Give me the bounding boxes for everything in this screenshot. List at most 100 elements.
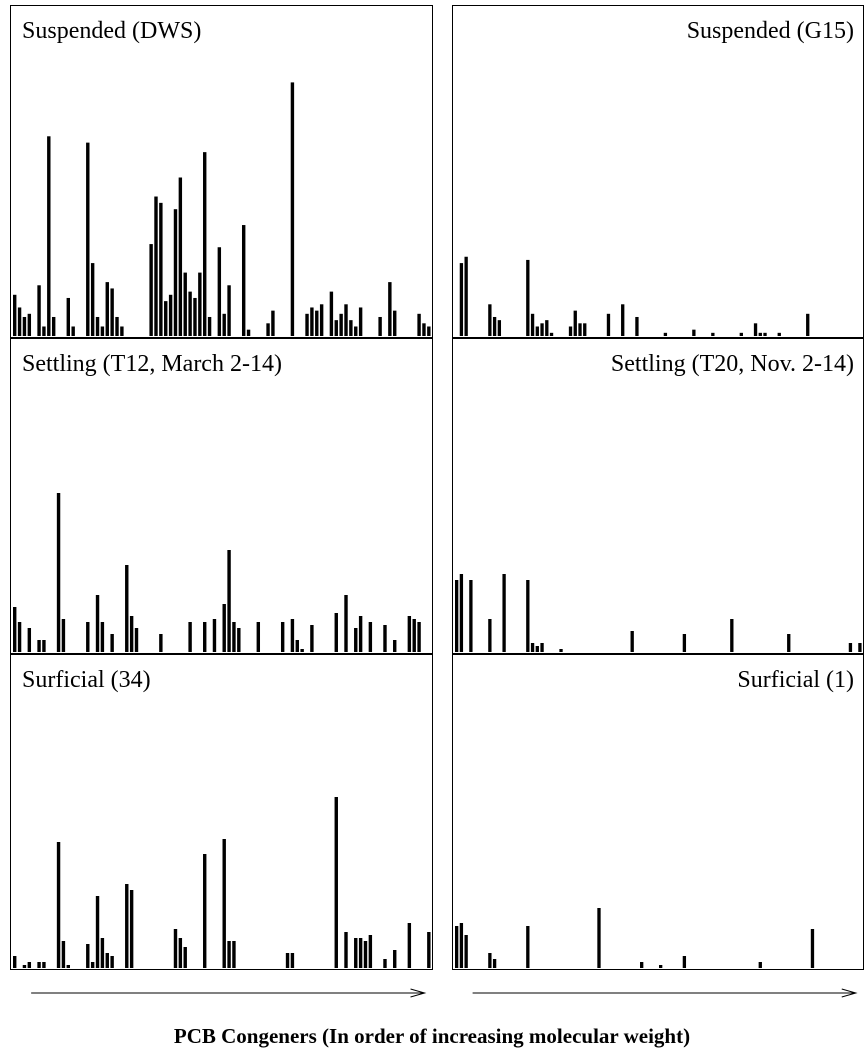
bar [682,956,687,968]
bar [606,313,611,336]
panel-title: Surficial (34) [22,667,151,693]
bar [198,272,202,336]
bar [739,332,743,336]
bar [154,196,158,336]
bar [417,622,421,652]
bar [526,926,530,968]
bar [354,326,358,336]
bar [640,962,644,968]
bar [630,631,634,652]
panel-frame [452,338,864,654]
bar [412,619,416,652]
bar [682,634,687,652]
bar [526,580,530,652]
bar [427,326,431,336]
bar [295,640,299,652]
bar [285,953,290,968]
bar [315,310,319,336]
bar [66,965,70,968]
bar [164,301,168,336]
bar [134,628,139,652]
bar [344,932,348,968]
bar [568,326,573,336]
bar [806,313,810,336]
bar [459,574,464,652]
bar [422,323,426,336]
bar [66,297,70,336]
bar [168,294,173,336]
bar [217,247,222,336]
bar [305,313,309,336]
bar [86,944,90,968]
bar [203,854,207,968]
bar [241,225,246,336]
bar [358,938,363,968]
bar [368,622,373,652]
bar [358,307,363,336]
bar [526,259,530,336]
bar [90,962,95,968]
bar [535,646,539,652]
bar [758,332,762,336]
bar [310,625,314,652]
bar [621,304,625,336]
bar [100,938,105,968]
bar [193,297,197,336]
bar [222,604,226,652]
bar [349,320,353,336]
bar [393,950,397,968]
bar [787,634,791,652]
bar [13,294,17,336]
bar [329,291,334,336]
bar [227,941,231,968]
bar [159,202,163,336]
bar [22,316,27,336]
bar [178,177,183,336]
bar [597,908,601,968]
bar [488,304,492,336]
bar [90,263,95,336]
bar [183,947,187,968]
bar [212,619,217,652]
bar [17,622,22,652]
bar [17,307,22,336]
bar [455,580,459,652]
bar [173,929,178,968]
bar [730,619,734,652]
bar [848,643,853,652]
bar [56,842,61,968]
bar [237,628,241,652]
bar [464,935,468,968]
bar [488,953,492,968]
panel-2: Suspended (G15) [452,5,864,338]
bar [692,329,696,336]
bar [266,323,270,336]
panel-4: Settling (T20, Nov. 2-14) [452,338,864,654]
bar [354,628,358,652]
bar [120,326,124,336]
bar [71,326,75,336]
bar [37,640,41,652]
bar [42,326,46,336]
bar [222,313,226,336]
bar [497,320,502,336]
bar [753,323,758,336]
bar [51,316,56,336]
bar [61,941,66,968]
bar [319,304,324,336]
bar [207,316,212,336]
bar [149,244,153,336]
bar [13,607,17,652]
bar [27,962,32,968]
bar [95,595,100,652]
panel-5: Surficial (34) [10,654,433,970]
bar [227,285,231,336]
panel-title: Suspended (G15) [687,18,854,44]
bar [459,923,464,968]
bar [159,634,163,652]
bar [358,616,363,652]
bar [115,316,119,336]
bar [125,565,129,652]
bar [42,962,46,968]
bar [61,619,66,652]
